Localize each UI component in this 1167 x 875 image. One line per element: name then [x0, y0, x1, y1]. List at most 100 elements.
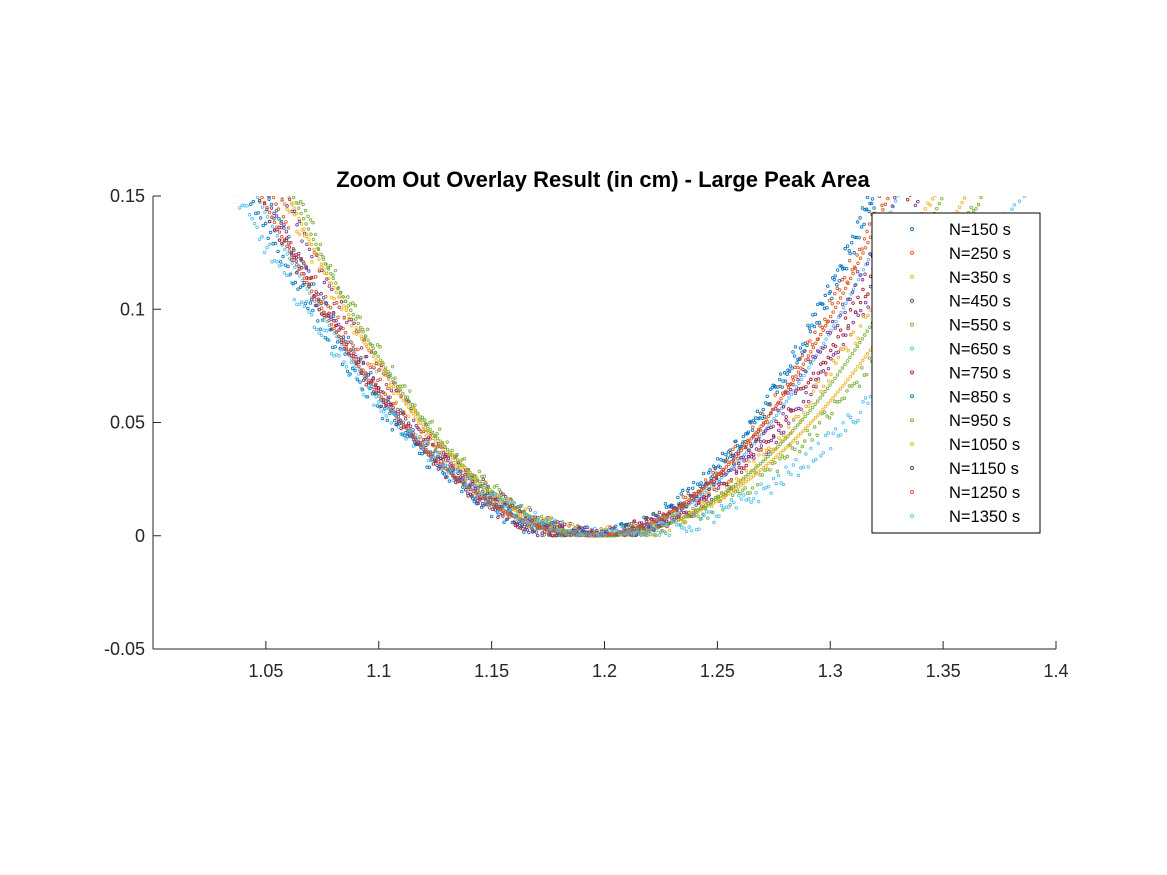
data-point [828, 298, 832, 303]
data-point [481, 496, 485, 501]
data-point [725, 456, 730, 460]
data-point [743, 486, 747, 490]
data-point [299, 211, 303, 216]
data-point [843, 275, 847, 280]
data-point [349, 308, 353, 313]
data-point [776, 421, 781, 426]
data-point [349, 353, 354, 358]
data-point [530, 527, 534, 531]
data-point [749, 469, 754, 473]
data-point [805, 343, 809, 348]
data-point [247, 213, 252, 217]
data-point [861, 400, 865, 404]
data-point [516, 516, 520, 521]
data-point [848, 374, 853, 379]
data-point [806, 381, 811, 385]
data-point [307, 310, 311, 314]
data-point [523, 507, 528, 511]
data-point [729, 490, 733, 494]
data-point [620, 525, 624, 529]
data-point [852, 251, 856, 255]
data-point [354, 317, 358, 321]
data-point [466, 485, 470, 490]
data-point [311, 220, 315, 225]
data-point [563, 531, 567, 535]
data-point [374, 382, 378, 386]
legend-entry-label: N=1150 s [949, 460, 1019, 478]
data-point [819, 389, 823, 394]
data-point [935, 206, 939, 211]
data-point [260, 196, 264, 200]
data-point [706, 494, 711, 498]
data-point [369, 350, 374, 354]
data-point [310, 313, 314, 317]
data-point [647, 530, 652, 534]
data-point [396, 417, 401, 421]
data-point [846, 326, 850, 331]
data-point [793, 345, 798, 349]
data-point [333, 268, 338, 273]
data-point [450, 448, 454, 453]
data-point [802, 373, 806, 378]
data-point [295, 230, 299, 234]
data-point [828, 399, 833, 403]
data-point [814, 457, 818, 462]
data-point [344, 346, 349, 350]
data-point [700, 502, 704, 506]
data-point [792, 354, 797, 358]
data-point [410, 434, 414, 439]
data-point [762, 429, 766, 434]
data-point [419, 430, 423, 435]
data-point [401, 398, 406, 403]
data-point [755, 409, 760, 414]
data-point [316, 319, 320, 323]
data-point [657, 517, 662, 521]
data-point [890, 204, 895, 208]
data-point [317, 331, 321, 335]
data-point [285, 204, 289, 208]
data-point [615, 528, 619, 532]
legend-entry-label: N=150 s [949, 221, 1011, 239]
data-point [542, 533, 546, 537]
data-point [837, 399, 842, 404]
data-point [756, 416, 760, 421]
data-point [843, 428, 848, 433]
data-point [856, 277, 861, 282]
data-point [273, 241, 278, 246]
data-point [791, 439, 795, 443]
data-point [449, 467, 453, 471]
data-point [774, 404, 778, 408]
data-point [796, 414, 801, 419]
data-point [367, 385, 371, 390]
data-point [311, 237, 316, 242]
data-point [744, 469, 749, 473]
data-point [396, 407, 400, 412]
data-point [783, 456, 787, 460]
data-point [318, 327, 322, 331]
data-point [461, 478, 465, 482]
data-point [270, 224, 275, 229]
data-point [575, 523, 580, 528]
data-point [553, 518, 557, 522]
data-point [799, 366, 803, 370]
data-point [267, 210, 272, 215]
data-point [855, 220, 860, 224]
data-point [682, 521, 687, 525]
data-point [289, 250, 294, 255]
data-point [789, 431, 793, 435]
data-point [277, 217, 281, 221]
data-point [656, 514, 660, 519]
data-point [766, 462, 771, 466]
data-point [481, 485, 485, 489]
data-point [283, 247, 287, 252]
data-point [478, 479, 482, 484]
data-point [801, 399, 806, 404]
data-point [508, 508, 513, 513]
data-point [317, 297, 321, 301]
data-point [545, 517, 550, 522]
data-point [787, 421, 791, 425]
data-point [775, 469, 780, 474]
data-point [750, 486, 755, 490]
data-point [301, 260, 306, 264]
data-point [262, 201, 267, 206]
